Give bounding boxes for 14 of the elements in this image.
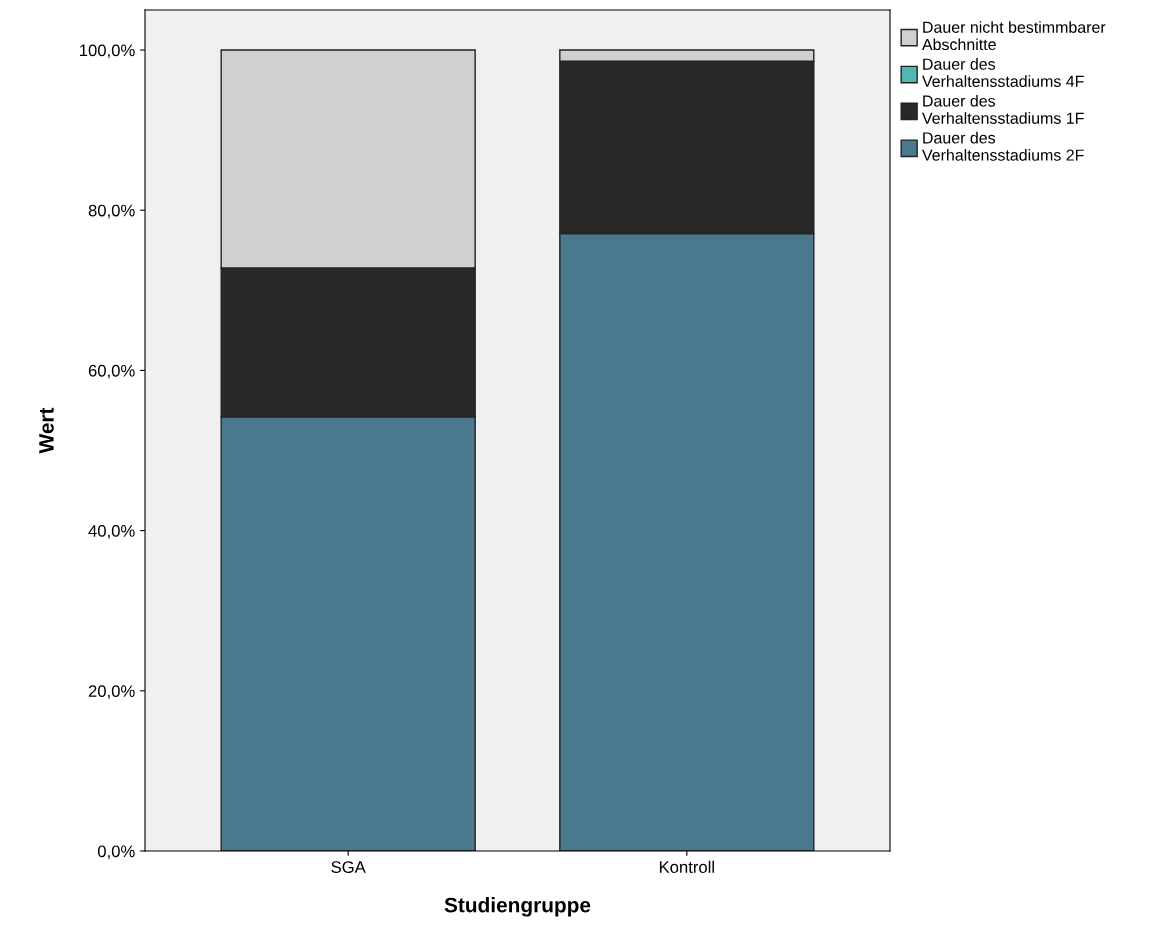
y-tick-label: 40,0%	[88, 525, 135, 539]
y-tick-label: 100,0%	[80, 44, 135, 59]
y-axis-title: Wert	[39, 407, 54, 454]
y-tick-label: 60,0%	[88, 364, 135, 379]
x-axis-title: Studiengruppe	[444, 897, 591, 917]
y-tick-label: 0,0%	[97, 845, 135, 860]
y-tick-label: 80,0%	[88, 204, 135, 219]
x-tick-label: SGA	[331, 861, 366, 873]
y-tick-label: 20,0%	[88, 685, 135, 699]
legend-label: Dauer des Verhaltensstadiums 2F	[922, 131, 1084, 161]
legend-label: Dauer des Verhaltensstadiums 4F	[922, 58, 1084, 87]
legend-label: Dauer nicht bestimmbarer Abschnitte	[921, 21, 1106, 51]
x-tick-label: Kontroll	[659, 860, 714, 873]
legend-label: Dauer des Verhaltensstadiums 1F	[922, 94, 1084, 124]
